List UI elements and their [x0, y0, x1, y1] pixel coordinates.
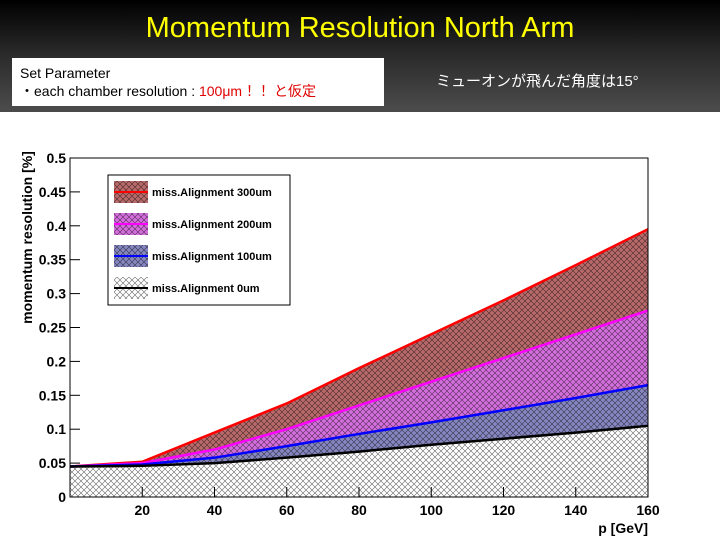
note: ミューオンが飛んだ角度は15° — [436, 73, 639, 90]
x-tick-label: 40 — [207, 502, 223, 518]
legend-label: miss.Alignment 0um — [152, 283, 260, 295]
x-tick-label: 140 — [564, 502, 588, 518]
y-tick-label: 0.4 — [47, 218, 67, 234]
chart: 0 0.05 0.1 0.15 0.2 0.25 0.3 0.35 0.4 0.45 0.5 20 40… — [0, 112, 720, 540]
y-tick-label: 0.1 — [47, 421, 67, 437]
legend-label: miss.Alignment 100um — [152, 251, 272, 263]
param-prefix: ・each chamber resolution : — [20, 83, 199, 99]
y-tick-label: 0 — [58, 489, 66, 505]
y-tick-label: 0.45 — [39, 184, 66, 200]
area-fill — [70, 425, 648, 497]
y-tick-label: 0.15 — [39, 387, 66, 403]
y-tick-label: 0.25 — [39, 320, 66, 336]
x-tick-label: 160 — [636, 502, 660, 518]
param-line: ・each chamber resolution : 100μm ！！と仮定 — [20, 82, 376, 100]
y-axis-title: momentum resolution [%] — [19, 151, 35, 324]
y-tick-label: 0.5 — [47, 150, 67, 166]
y-tick-label: 0.05 — [39, 455, 66, 471]
x-tick-label: 100 — [420, 502, 444, 518]
legend-label: miss.Alignment 300um — [152, 187, 272, 199]
series-line — [69, 309, 649, 468]
x-tick-label: 60 — [279, 502, 295, 518]
series-line — [69, 383, 649, 468]
y-tick-label: 0.35 — [39, 252, 66, 268]
x-tick-label: 120 — [492, 502, 516, 518]
param-highlight: 100μm ！！と仮定 — [198, 83, 316, 99]
x-tick-label: 80 — [351, 502, 367, 518]
y-tick-label: 0.2 — [47, 353, 67, 369]
series-line — [69, 424, 649, 468]
slide-title: Momentum Resolution North Arm — [145, 12, 575, 44]
param-heading: Set Parameter — [20, 65, 111, 81]
x-axis-title: p [GeV] — [598, 520, 648, 536]
series-line — [69, 228, 649, 468]
parameter-box: Set Parameter ・each chamber resolution :… — [12, 58, 384, 106]
legend-label: miss.Alignment 200um — [152, 219, 272, 231]
x-tick-label: 20 — [134, 502, 150, 518]
y-tick-label: 0.3 — [47, 286, 67, 302]
